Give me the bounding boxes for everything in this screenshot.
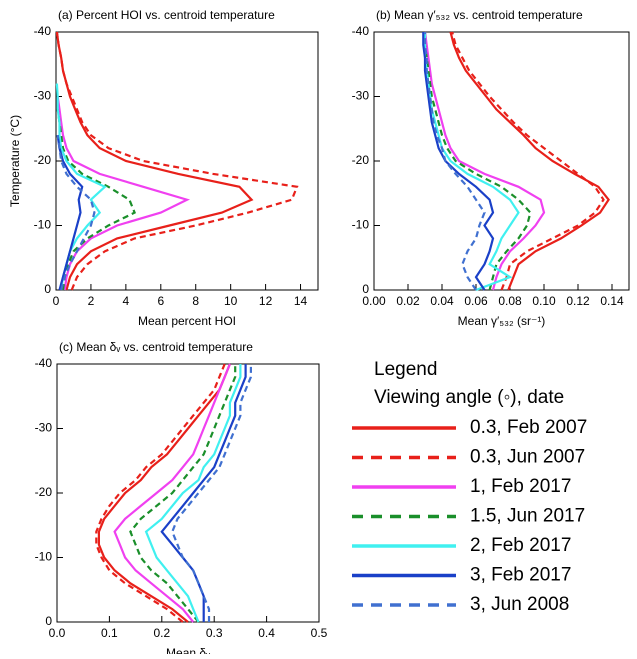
x-tick-label: 12 — [259, 294, 273, 308]
series-line — [97, 363, 231, 623]
x-tick-label: 0.0 — [49, 626, 66, 640]
y-tick-label: -30 — [352, 89, 370, 103]
y-tick-label: -20 — [35, 485, 53, 499]
y-tick-label: -30 — [35, 421, 53, 435]
chart-title: (b) Mean γ′₅₃₂ vs. centroid temperature — [376, 8, 583, 22]
x-tick-label: 0.4 — [258, 626, 275, 640]
y-tick-label: -40 — [352, 24, 370, 38]
x-tick-label: 0.10 — [532, 294, 556, 308]
x-tick-label: 10 — [224, 294, 238, 308]
x-tick-label: 14 — [294, 294, 308, 308]
series-line — [129, 364, 237, 623]
chart-title: (a) Percent HOI vs. centroid temperature — [58, 8, 275, 22]
legend-label: 1, Feb 2017 — [470, 476, 571, 497]
x-tick-label: 0.04 — [430, 294, 454, 308]
x-tick-label: 0.06 — [464, 294, 488, 308]
y-tick-label: -20 — [34, 153, 52, 167]
y-tick-label: 0 — [362, 282, 369, 296]
series-line — [113, 363, 231, 623]
legend-label: 3, Jun 2008 — [470, 594, 569, 615]
legend-label: 3, Feb 2017 — [470, 565, 571, 586]
legend-label: 0.3, Jun 2007 — [470, 447, 585, 468]
x-tick-label: 0.1 — [101, 626, 118, 640]
x-tick-label: 0.12 — [566, 294, 590, 308]
y-tick-label: 0 — [44, 282, 51, 296]
legend-title: Legend — [374, 359, 437, 380]
series-line — [423, 32, 532, 291]
series-line — [451, 31, 605, 291]
x-tick-label: 0.08 — [498, 294, 522, 308]
legend-subtitle: Viewing angle (◦), date — [374, 387, 564, 408]
plot-frame — [55, 31, 319, 291]
series-line — [95, 363, 226, 623]
series-line — [423, 31, 546, 291]
x-axis-label: Mean percent HOI — [138, 314, 236, 328]
y-tick-label: 0 — [45, 614, 52, 628]
y-tick-label: -30 — [34, 89, 52, 103]
plot-frame — [373, 31, 630, 291]
x-tick-label: 0.14 — [600, 294, 624, 308]
x-tick-label: 0.2 — [153, 626, 170, 640]
x-tick-label: 0 — [53, 294, 60, 308]
series-line — [144, 364, 242, 623]
legend-label: 1.5, Jun 2017 — [470, 506, 585, 527]
series-line — [423, 32, 520, 292]
y-tick-label: -10 — [34, 218, 52, 232]
x-tick-label: 0.00 — [362, 294, 386, 308]
x-axis-label: Mean δᵥ — [166, 646, 210, 654]
x-tick-label: 2 — [88, 294, 95, 308]
series-line — [56, 109, 137, 291]
series-line — [55, 31, 299, 291]
y-tick-label: -10 — [35, 550, 53, 564]
legend-label: 0.3, Feb 2007 — [470, 417, 587, 438]
y-tick-label: -40 — [35, 356, 53, 370]
x-tick-label: 0.5 — [311, 626, 328, 640]
chart-title: (c) Mean δᵥ vs. centroid temperature — [59, 340, 253, 354]
series-line — [56, 96, 191, 291]
y-axis-label: Temperature (°C) — [8, 115, 22, 207]
plot-frame — [56, 363, 320, 623]
series-line — [56, 135, 96, 291]
series-line — [55, 31, 254, 291]
y-tick-label: -40 — [34, 24, 52, 38]
x-tick-label: 4 — [123, 294, 130, 308]
series-line — [56, 135, 84, 291]
x-tick-label: 0.3 — [206, 626, 223, 640]
series-line — [423, 32, 486, 291]
series-line — [449, 31, 610, 291]
x-tick-label: 8 — [192, 294, 199, 308]
x-tick-label: 0.02 — [396, 294, 420, 308]
y-tick-label: -10 — [352, 218, 370, 232]
x-axis-label: Mean γ′₅₃₂ (sr⁻¹) — [458, 314, 546, 328]
series-line — [171, 364, 252, 622]
legend-label: 2, Feb 2017 — [470, 535, 571, 556]
y-tick-label: -20 — [352, 153, 370, 167]
x-tick-label: 6 — [157, 294, 164, 308]
